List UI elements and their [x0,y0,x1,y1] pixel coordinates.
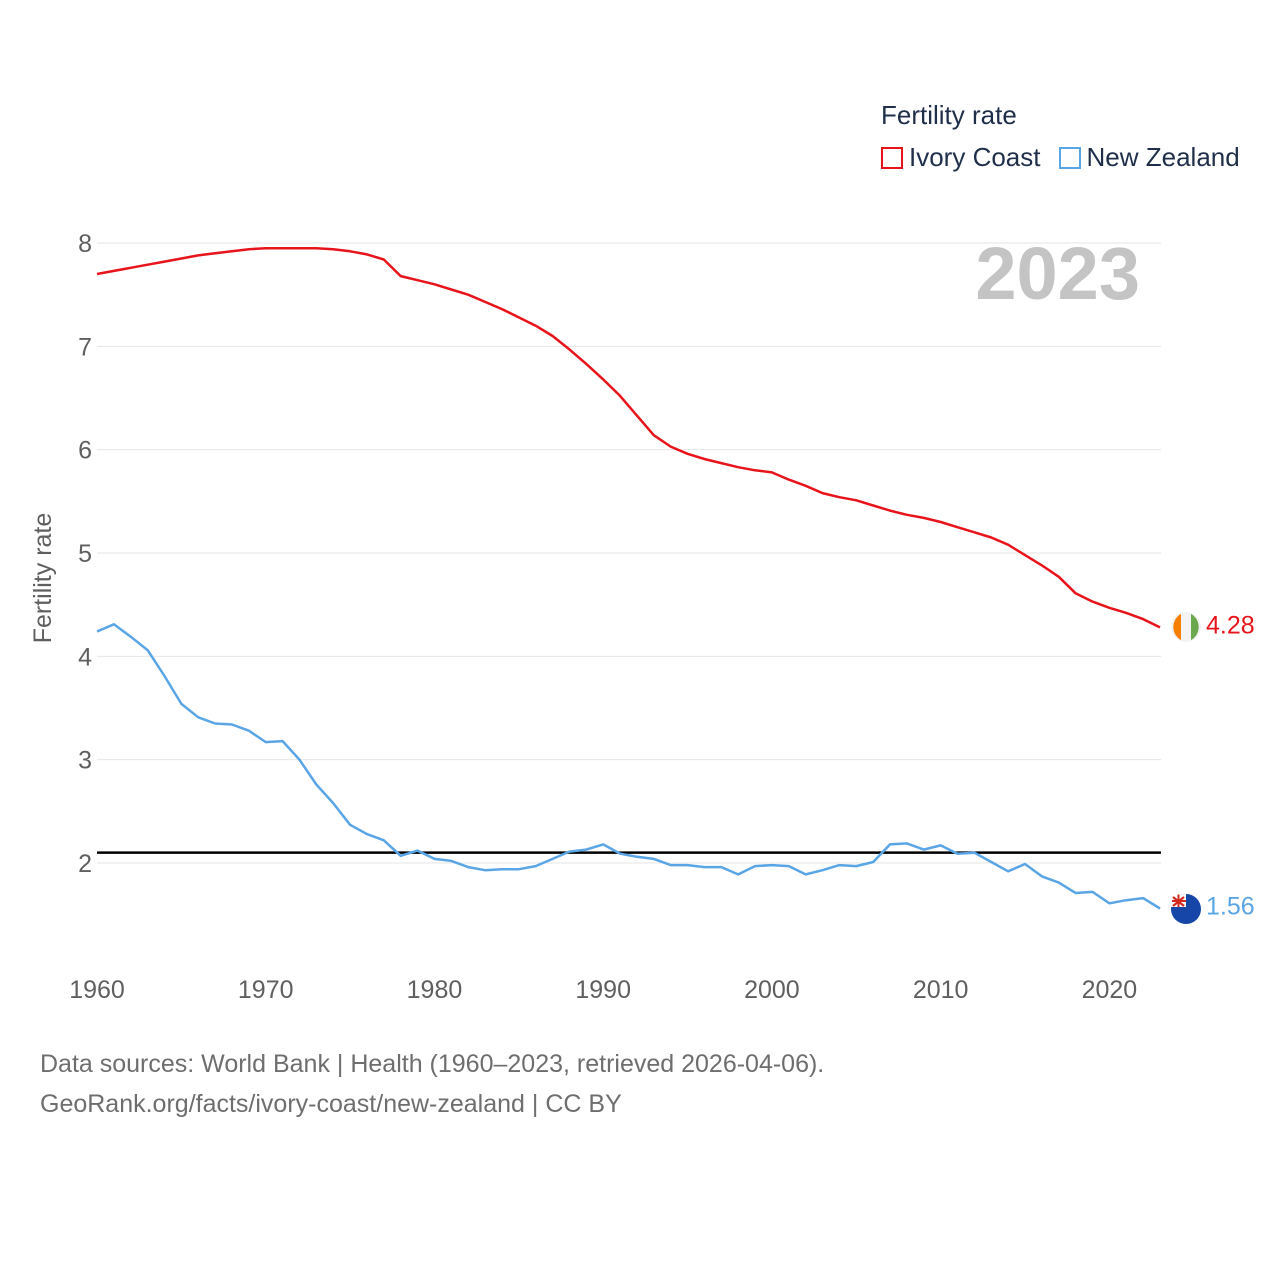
x-tick-label: 1970 [238,976,294,1004]
x-tick-label: 2000 [744,976,800,1004]
grid-lines [97,242,1161,864]
x-tick-label: 1990 [575,976,631,1004]
legend-label-new-zealand: New Zealand [1086,142,1240,172]
x-axis-ticks: 1960 1970 1980 1990 2000 2010 2020 [69,976,1137,1004]
y-tick-label: 5 [78,540,92,568]
ivory-coast-flag-icon [1171,612,1201,642]
legend-item-new-zealand[interactable]: New Zealand [1058,142,1240,173]
legend: Ivory Coast New Zealand [881,142,1258,173]
legend-item-ivory-coast[interactable]: Ivory Coast [881,142,1041,173]
y-tick-label: 6 [78,437,92,465]
x-tick-label: 1980 [407,976,463,1004]
legend-swatch-new-zealand [1058,146,1081,169]
x-tick-label: 2010 [913,976,969,1004]
y-tick-label: 4 [78,643,92,671]
series-line-ivory-coast [96,246,1161,629]
new-zealand-flag-icon [1171,893,1201,924]
y-tick-label: 7 [78,333,92,361]
footer: Data sources: World Bank | Health (1960–… [40,1044,824,1124]
x-tick-label: 2020 [1082,976,1138,1004]
end-label-new-zealand: 1.56 [1206,892,1255,920]
x-tick-label: 1960 [69,976,125,1004]
legend-title: Fertility rate [881,100,1017,130]
end-labels: 4.28 1.56 [1206,611,1255,920]
y-tick-label: 2 [78,850,92,878]
y-axis-ticks: 2 3 4 5 6 7 8 [78,230,92,878]
legend-label-ivory-coast: Ivory Coast [909,142,1041,172]
source-url-text: GeoRank.org/facts/ivory-coast/new-zealan… [40,1090,622,1118]
y-axis-label: Fertility rate [29,513,57,644]
y-tick-label: 3 [78,747,92,775]
series-line-new-zealand [96,623,1161,910]
end-label-ivory-coast: 4.28 [1206,611,1255,639]
big-year-label: 2023 [975,232,1140,315]
y-tick-label: 8 [78,230,92,258]
legend-swatch-ivory-coast [881,146,903,169]
data-source-text: Data sources: World Bank | Health (1960–… [40,1050,825,1078]
series-lines [96,246,1161,910]
